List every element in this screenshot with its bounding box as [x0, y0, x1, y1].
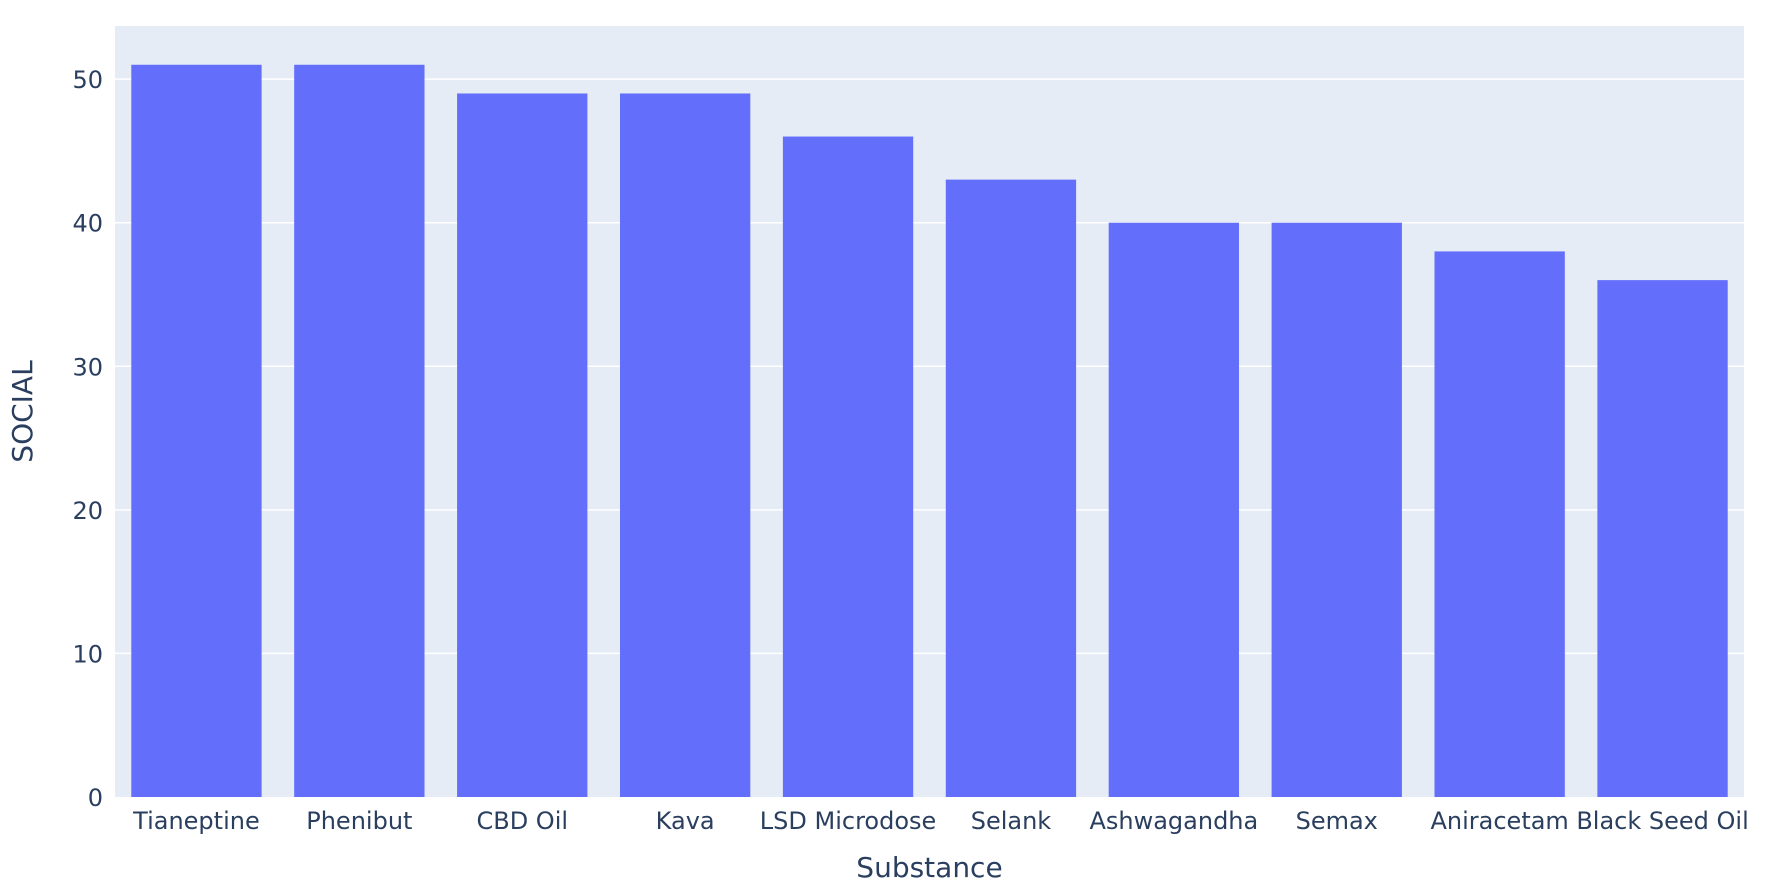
bar-lsd-microdose[interactable]: [782, 136, 914, 797]
y-tick-label: 10: [72, 640, 103, 668]
bar-ashwagandha[interactable]: [1108, 222, 1240, 798]
y-tick-label: 30: [72, 353, 103, 381]
y-tick-label: 0: [88, 784, 103, 812]
bar-aniracetam[interactable]: [1434, 251, 1565, 798]
bar-tianeptine[interactable]: [131, 64, 262, 797]
x-tick-label: Ashwagandha: [1089, 807, 1258, 835]
x-tick-label: Aniracetam: [1430, 807, 1568, 835]
y-tick-label: 40: [72, 210, 103, 238]
bar-black-seed-oil[interactable]: [1597, 280, 1728, 797]
x-tick-label: Selank: [971, 807, 1052, 835]
x-tick-label: Phenibut: [306, 807, 412, 835]
x-tick-label: Kava: [656, 807, 715, 835]
bar-selank[interactable]: [945, 179, 1077, 797]
bar-phenibut[interactable]: [294, 64, 425, 797]
x-axis-title: Substance: [856, 851, 1002, 884]
y-axis-title: SOCIAL: [6, 360, 39, 463]
x-axis-ticks: Tianeptine Phenibut CBD Oil Kava LSD Microdo…: [132, 807, 1749, 835]
y-tick-label: 20: [72, 497, 103, 525]
bars: [131, 64, 1728, 798]
x-tick-label: Semax: [1296, 807, 1378, 835]
x-tick-label: Black Seed Oil: [1576, 807, 1748, 835]
x-tick-label: Tianeptine: [132, 807, 260, 835]
x-tick-label: CBD Oil: [476, 807, 568, 835]
bar-cbd-oil[interactable]: [457, 93, 588, 797]
y-tick-label: 50: [72, 66, 103, 94]
bar-semax[interactable]: [1271, 222, 1402, 798]
y-axis-ticks: 0 10 20 30 40 50: [72, 66, 103, 812]
bar-kava[interactable]: [619, 93, 751, 797]
x-tick-label: LSD Microdose: [760, 807, 937, 835]
